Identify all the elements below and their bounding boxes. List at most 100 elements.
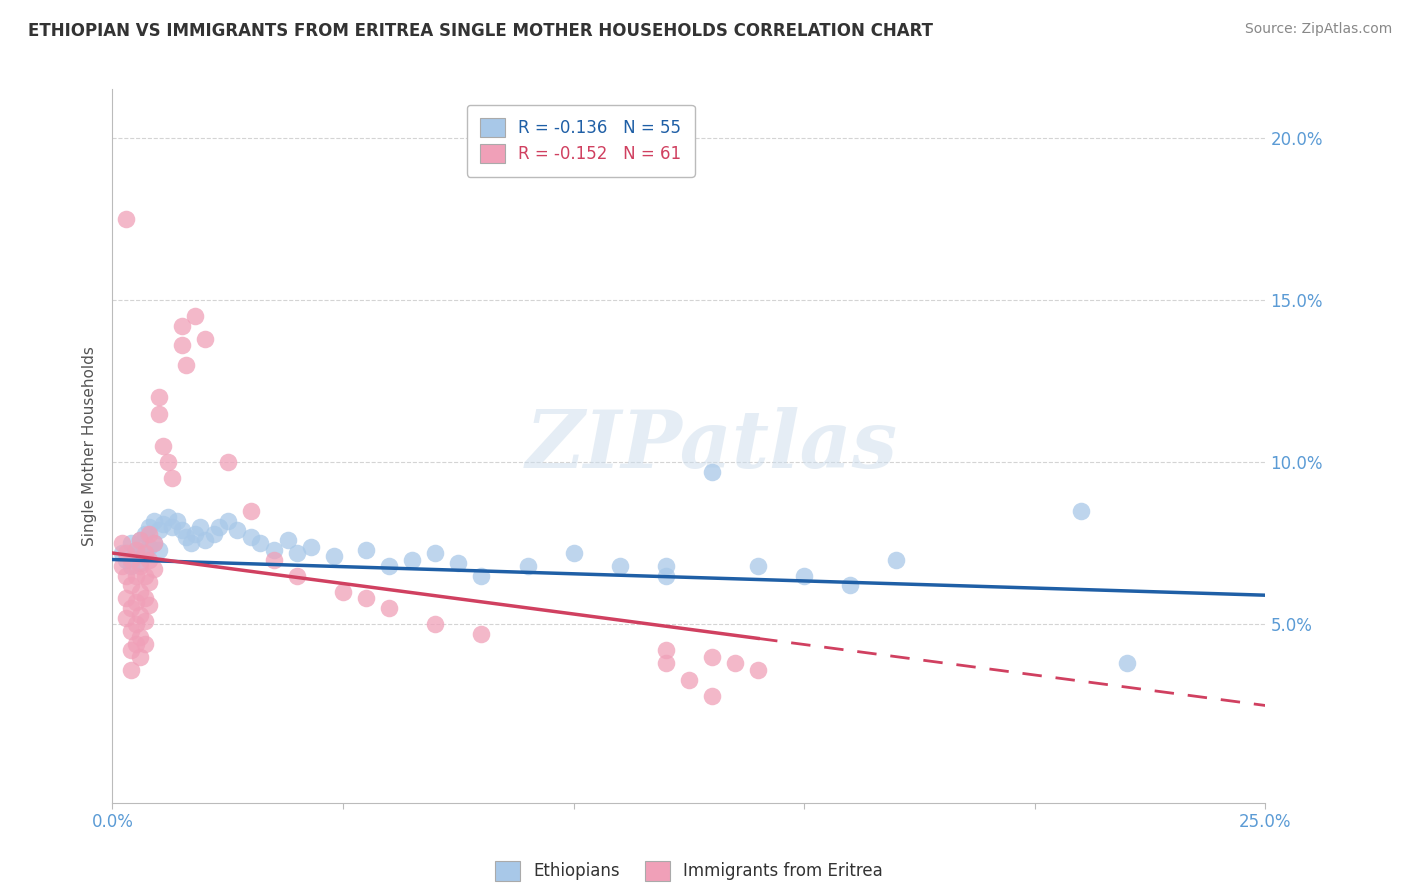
Point: [1070, 504, 1092, 518]
Point: [124, 549, 146, 564]
Point: [655, 643, 678, 657]
Point: [143, 536, 166, 550]
Text: ETHIOPIAN VS IMMIGRANTS FROM ERITREA SINGLE MOTHER HOUSEHOLDS CORRELATION CHART: ETHIOPIAN VS IMMIGRANTS FROM ERITREA SIN…: [28, 22, 934, 40]
Point: [134, 591, 156, 606]
Point: [655, 657, 678, 671]
Point: [156, 455, 179, 469]
Point: [184, 310, 207, 324]
Point: [115, 611, 138, 625]
Point: [378, 559, 401, 574]
Point: [239, 530, 262, 544]
Point: [425, 617, 447, 632]
Point: [152, 439, 174, 453]
Point: [148, 407, 170, 421]
Point: [700, 649, 723, 664]
Point: [700, 689, 723, 703]
Point: [152, 516, 174, 531]
Point: [184, 526, 207, 541]
Point: [129, 559, 152, 574]
Point: [226, 524, 249, 538]
Point: [562, 546, 585, 560]
Point: [170, 524, 193, 538]
Point: [700, 465, 723, 479]
Point: [134, 637, 156, 651]
Point: [115, 552, 138, 566]
Point: [470, 568, 492, 582]
Point: [129, 585, 152, 599]
Point: [129, 631, 152, 645]
Point: [120, 601, 142, 615]
Point: [120, 559, 142, 574]
Point: [202, 526, 225, 541]
Point: [120, 663, 142, 677]
Point: [138, 575, 160, 590]
Point: [747, 663, 769, 677]
Point: [120, 624, 142, 638]
Point: [655, 568, 678, 582]
Point: [124, 542, 146, 557]
Point: [839, 578, 862, 592]
Point: [115, 568, 138, 582]
Point: [115, 211, 138, 226]
Point: [166, 514, 188, 528]
Point: [354, 591, 377, 606]
Text: Source: ZipAtlas.com: Source: ZipAtlas.com: [1244, 22, 1392, 37]
Point: [129, 649, 152, 664]
Point: [162, 520, 184, 534]
Point: [148, 524, 170, 538]
Point: [129, 533, 152, 547]
Point: [678, 673, 700, 687]
Point: [143, 562, 166, 576]
Point: [174, 530, 197, 544]
Point: [447, 556, 470, 570]
Point: [217, 514, 239, 528]
Point: [299, 540, 322, 554]
Point: [354, 542, 377, 557]
Point: [277, 533, 299, 547]
Point: [401, 552, 423, 566]
Point: [180, 536, 202, 550]
Point: [120, 536, 142, 550]
Point: [134, 568, 156, 582]
Text: ZIPatlas: ZIPatlas: [526, 408, 898, 484]
Point: [138, 552, 160, 566]
Point: [129, 533, 152, 547]
Point: [138, 540, 160, 554]
Point: [263, 542, 285, 557]
Point: [217, 455, 239, 469]
Point: [111, 546, 134, 560]
Point: [249, 536, 271, 550]
Point: [188, 520, 211, 534]
Point: [143, 536, 166, 550]
Point: [111, 559, 134, 574]
Point: [138, 598, 160, 612]
Point: [170, 318, 193, 333]
Point: [129, 556, 152, 570]
Point: [120, 578, 142, 592]
Point: [285, 546, 308, 560]
Point: [263, 552, 285, 566]
Point: [148, 542, 170, 557]
Point: [174, 358, 197, 372]
Point: [138, 520, 160, 534]
Point: [134, 546, 156, 560]
Point: [470, 627, 492, 641]
Point: [124, 617, 146, 632]
Legend: Ethiopians, Immigrants from Eritrea: Ethiopians, Immigrants from Eritrea: [488, 855, 890, 888]
Y-axis label: Single Mother Households: Single Mother Households: [82, 346, 97, 546]
Point: [793, 568, 815, 582]
Point: [655, 559, 678, 574]
Point: [124, 595, 146, 609]
Point: [332, 585, 354, 599]
Point: [239, 504, 262, 518]
Point: [115, 546, 138, 560]
Point: [156, 510, 179, 524]
Point: [724, 657, 747, 671]
Point: [111, 536, 134, 550]
Point: [285, 568, 308, 582]
Point: [115, 591, 138, 606]
Point: [148, 390, 170, 404]
Point: [207, 520, 229, 534]
Point: [194, 332, 217, 346]
Point: [138, 526, 160, 541]
